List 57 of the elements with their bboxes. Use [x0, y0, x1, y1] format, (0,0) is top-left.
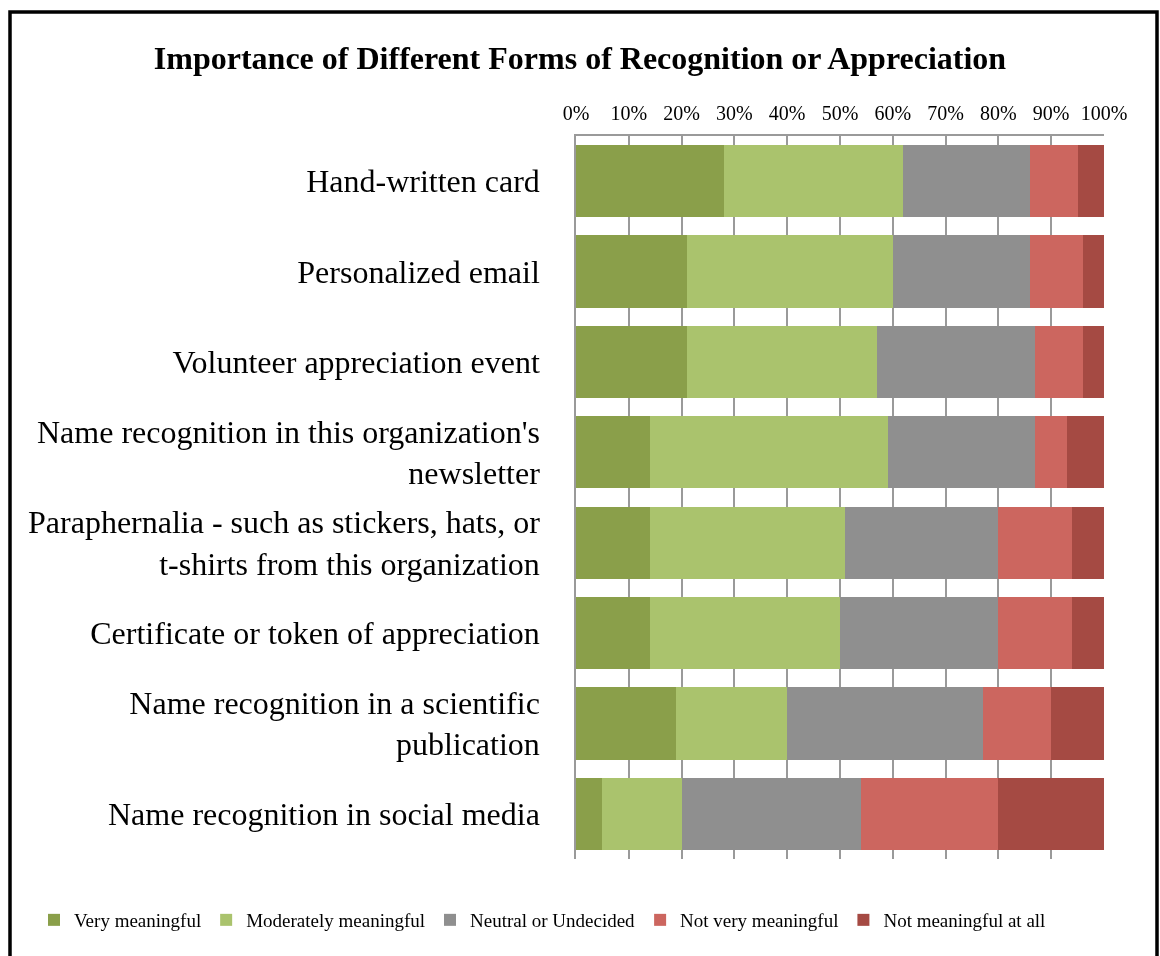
bar [1072, 506, 1104, 579]
y-tick-label: Volunteer appreciation event [172, 344, 540, 381]
bar [982, 687, 1052, 760]
bar [576, 145, 724, 218]
y-tick-label: Personalized email [297, 253, 540, 290]
y-tick-label: Name recognition in this organization's newsletter [37, 413, 541, 492]
bar [1030, 145, 1078, 218]
bar [1072, 596, 1104, 670]
bar [1035, 416, 1068, 489]
bar [861, 777, 999, 850]
bar [1030, 235, 1083, 308]
x-tick-label: 40% [768, 102, 806, 125]
x-tick-label: 90% [1032, 102, 1070, 125]
x-tick-label: 70% [927, 102, 964, 125]
bar [1082, 235, 1104, 308]
bar [998, 596, 1073, 670]
bar [576, 416, 650, 489]
bar [576, 235, 687, 308]
bar [676, 687, 788, 760]
y-tick-label: Paraphernalia - such as stickers, hats, or t-shirts from this organization [28, 504, 541, 582]
bar [686, 325, 877, 399]
bar [576, 596, 650, 670]
legend-label: Not meaningful at all [883, 910, 1046, 932]
x-tick-label: 100% [1080, 102, 1128, 125]
bar [649, 506, 846, 579]
bar [576, 777, 603, 850]
bar [1035, 325, 1083, 399]
chart-title: Importance of Different Forms of Recognition or Appreciation [153, 40, 1007, 77]
bar [998, 777, 1104, 850]
y-tick-label: Name recognition in a scientific publication [129, 684, 540, 763]
legend-label: Neutral or Undecided [470, 910, 636, 932]
bar [1082, 325, 1104, 399]
x-tick-label: 60% [874, 102, 912, 125]
bar [1067, 416, 1104, 489]
y-tick-label: Name recognition in social media [107, 796, 540, 833]
bar [998, 506, 1073, 579]
bar [723, 145, 904, 218]
y-tick-label: Hand-written card [306, 163, 540, 200]
x-tick-label: 30% [716, 102, 753, 125]
bar [1077, 145, 1104, 218]
x-tick-label: 80% [980, 102, 1017, 125]
legend-label: Very meaningful [74, 910, 202, 932]
bar [576, 325, 687, 399]
x-tick-label: 10% [610, 102, 648, 125]
x-tick-label: 20% [663, 102, 700, 125]
x-tick-label: 0% [562, 102, 590, 125]
y-tick-label: Certificate or token of appreciation [90, 615, 540, 652]
bar [602, 777, 682, 850]
bar [576, 687, 677, 760]
bar [576, 506, 650, 579]
bar [649, 416, 888, 489]
x-tick-label: 50% [821, 102, 859, 125]
legend-label: Moderately meaningful [246, 910, 426, 932]
bar [649, 596, 840, 670]
legend-label: Not very meaningful [680, 910, 839, 932]
bar [1051, 687, 1104, 760]
bar [686, 235, 893, 308]
